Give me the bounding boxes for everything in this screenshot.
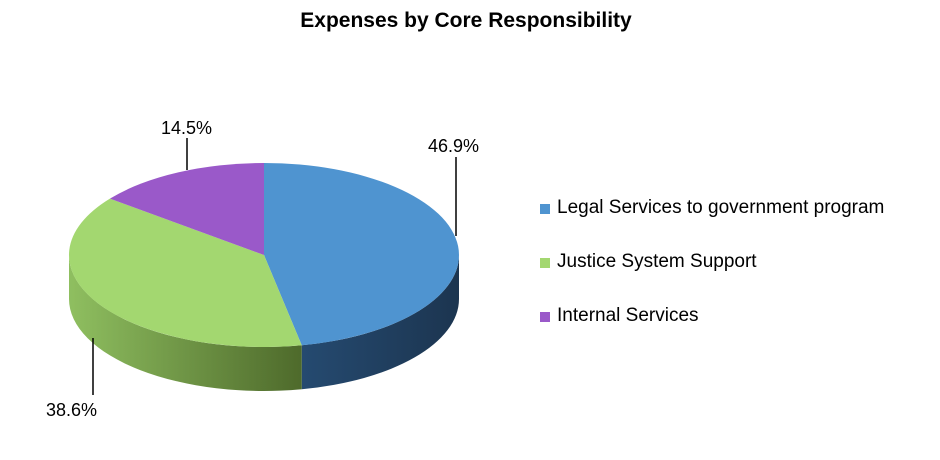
pie-group (68, 163, 460, 391)
legend-label-3: Internal Services (557, 305, 699, 326)
legend-label-1: Legal Services to government program (557, 197, 885, 218)
data-label-2: 38.6% (46, 400, 97, 420)
data-label-1: 46.9% (428, 136, 479, 156)
pie-slice-2[interactable] (68, 198, 302, 347)
legend-swatch-3 (540, 312, 550, 322)
legend-swatch-1 (540, 204, 550, 214)
data-label-3: 14.5% (161, 118, 212, 138)
data-labels: 46.9% 38.6% 14.5% (46, 118, 479, 420)
pie-side-2 (69, 255, 302, 391)
pie-slice-1[interactable] (264, 163, 459, 346)
pie-slice-3[interactable] (109, 163, 264, 255)
pie-side-1 (301, 255, 460, 390)
legend-label-2: Justice System Support (557, 251, 757, 272)
legend-swatch-2 (540, 258, 550, 268)
chart-title: Expenses by Core Responsibility (300, 9, 632, 32)
